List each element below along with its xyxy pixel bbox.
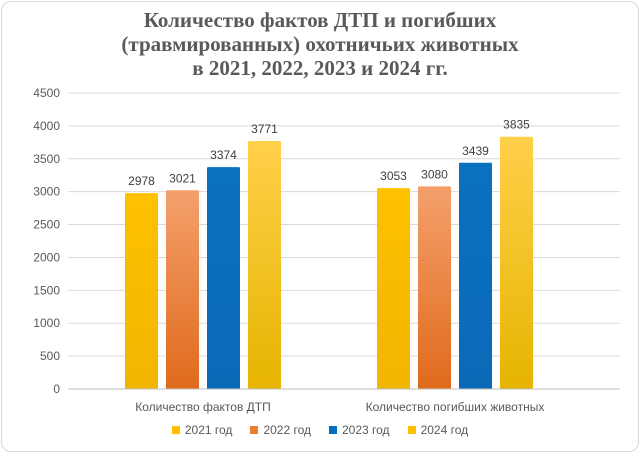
- data-label: 3439: [462, 144, 489, 158]
- chart-title-line-1: Количество фактов ДТП и погибших: [143, 8, 497, 32]
- data-labels: 2978 3021 3374 3771 3053 3080 3439 3835: [128, 118, 530, 188]
- legend-label: 2023 год: [342, 423, 390, 437]
- legend-item: 2021 год: [171, 423, 233, 437]
- x-axis: Количество фактов ДТП Количество погибших…: [68, 388, 620, 414]
- y-tick-label: 2000: [33, 250, 60, 264]
- legend-item: 2022 год: [250, 423, 311, 437]
- x-tick-label: Количество погибших животных: [366, 400, 545, 414]
- bar: [248, 140, 281, 389]
- legend-swatch: [407, 426, 416, 434]
- y-tick-label: 3500: [33, 152, 60, 166]
- bar: [207, 167, 240, 389]
- legend-label: 2024 год: [420, 423, 469, 437]
- bar: [459, 162, 492, 389]
- y-axis: 0 500 1000 1500 2000 2500 3000 3500 4000 4500: [33, 86, 60, 396]
- bar: [377, 188, 410, 389]
- legend-label: 2022 год: [263, 423, 311, 437]
- data-label: 3771: [251, 122, 278, 136]
- y-tick-label: 1000: [33, 316, 60, 330]
- chart-title-line-2: (травмированных) охотничьих животных: [121, 32, 519, 56]
- chart-title-line-3: в 2021, 2022, 2023 и 2024 гг.: [192, 56, 448, 80]
- data-label: 3021: [169, 171, 196, 185]
- legend-swatch: [171, 426, 180, 434]
- y-tick-label: 4000: [33, 119, 60, 133]
- y-tick-label: 500: [40, 349, 60, 363]
- x-tick-label: Количество фактов ДТП: [135, 400, 271, 414]
- y-tick-label: 4500: [33, 86, 60, 100]
- y-tick-label: 0: [53, 382, 60, 396]
- chart-title: Количество фактов ДТП и погибших (травми…: [0, 8, 640, 80]
- data-label: 3053: [380, 169, 407, 183]
- bar: [500, 136, 533, 389]
- y-tick-label: 2500: [33, 218, 60, 232]
- legend: 2021 год 2022 год 2023 год 2024 год: [0, 423, 640, 437]
- legend-swatch: [329, 426, 337, 434]
- bar: [125, 193, 158, 389]
- bar: [166, 190, 199, 389]
- data-label: 2978: [128, 174, 155, 188]
- legend-label: 2021 год: [184, 423, 233, 437]
- y-tick-label: 1500: [33, 283, 60, 297]
- data-label: 3835: [503, 118, 530, 132]
- bars: [125, 136, 533, 389]
- legend-item: 2023 год: [329, 423, 390, 437]
- data-label: 3374: [210, 148, 237, 162]
- data-label: 3080: [421, 167, 448, 181]
- bar: [418, 186, 451, 389]
- legend-swatch: [250, 426, 259, 434]
- y-tick-label: 3000: [33, 185, 60, 199]
- legend-item: 2024 год: [407, 423, 469, 437]
